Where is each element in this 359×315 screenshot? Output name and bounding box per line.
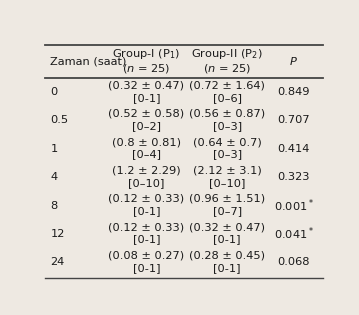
Text: (1.2 ± 2.29): (1.2 ± 2.29) <box>112 166 181 176</box>
Text: ($n$ = 25): ($n$ = 25) <box>203 62 251 75</box>
Text: [0-1]: [0-1] <box>133 93 160 103</box>
Text: [0–6]: [0–6] <box>213 93 242 103</box>
Text: (2.12 ± 3.1): (2.12 ± 3.1) <box>193 166 261 176</box>
Text: [0–10]: [0–10] <box>128 178 165 188</box>
Text: Group-I (P$_1$): Group-I (P$_1$) <box>112 47 181 61</box>
Text: 0.414: 0.414 <box>278 144 310 154</box>
Text: (0.08 ± 0.27): (0.08 ± 0.27) <box>108 251 185 261</box>
Text: 0.041$^*$: 0.041$^*$ <box>274 226 314 242</box>
Text: [0-1]: [0-1] <box>133 235 160 244</box>
Text: [0–7]: [0–7] <box>213 206 242 216</box>
Text: 24: 24 <box>50 257 65 267</box>
Text: Zaman (saat): Zaman (saat) <box>50 56 127 66</box>
Text: (0.52 ± 0.58): (0.52 ± 0.58) <box>108 109 185 119</box>
Text: 1: 1 <box>50 144 58 154</box>
Text: Group-II (P$_2$): Group-II (P$_2$) <box>191 47 263 61</box>
Text: 0.068: 0.068 <box>278 257 310 267</box>
Text: [0-1]: [0-1] <box>213 235 241 244</box>
Text: (0.12 ± 0.33): (0.12 ± 0.33) <box>108 194 185 204</box>
Text: 0: 0 <box>50 87 58 97</box>
Text: (0.64 ± 0.7): (0.64 ± 0.7) <box>193 137 261 147</box>
Text: (0.56 ± 0.87): (0.56 ± 0.87) <box>189 109 265 119</box>
Text: (0.8 ± 0.81): (0.8 ± 0.81) <box>112 137 181 147</box>
Text: ($n$ = 25): ($n$ = 25) <box>122 62 171 75</box>
Text: [0–4]: [0–4] <box>132 149 161 159</box>
Text: (0.72 ± 1.64): (0.72 ± 1.64) <box>189 81 265 90</box>
Text: 0.5: 0.5 <box>50 115 69 125</box>
Text: (0.32 ± 0.47): (0.32 ± 0.47) <box>108 81 185 90</box>
Text: 0.001$^*$: 0.001$^*$ <box>274 197 314 214</box>
Text: (0.28 ± 0.45): (0.28 ± 0.45) <box>189 251 265 261</box>
Text: 0.707: 0.707 <box>278 115 310 125</box>
Text: 8: 8 <box>50 201 58 210</box>
Text: (0.96 ± 1.51): (0.96 ± 1.51) <box>189 194 265 204</box>
Text: [0–3]: [0–3] <box>213 121 242 131</box>
Text: 12: 12 <box>50 229 65 239</box>
Text: 0.323: 0.323 <box>278 172 310 182</box>
Text: [0–10]: [0–10] <box>209 178 245 188</box>
Text: $P$: $P$ <box>289 55 298 67</box>
Text: [0-1]: [0-1] <box>213 263 241 273</box>
Text: 4: 4 <box>50 172 57 182</box>
Text: [0–2]: [0–2] <box>132 121 161 131</box>
Text: [0–3]: [0–3] <box>213 149 242 159</box>
Text: 0.849: 0.849 <box>278 87 310 97</box>
Text: [0-1]: [0-1] <box>133 263 160 273</box>
Text: (0.32 ± 0.47): (0.32 ± 0.47) <box>189 222 265 232</box>
Text: (0.12 ± 0.33): (0.12 ± 0.33) <box>108 222 185 232</box>
Text: [0-1]: [0-1] <box>133 206 160 216</box>
